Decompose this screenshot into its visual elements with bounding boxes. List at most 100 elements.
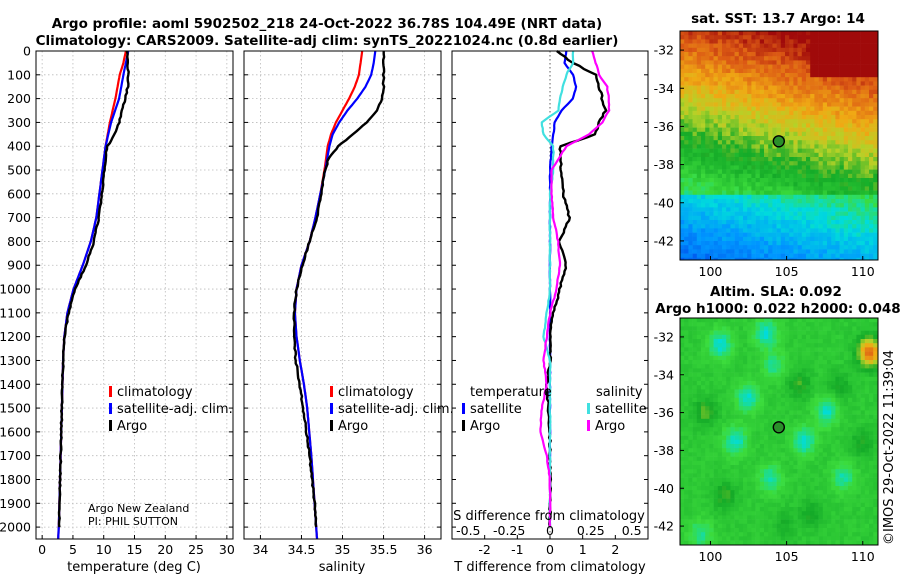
map-cell (692, 469, 698, 474)
map-cell (827, 318, 832, 323)
map-cell (780, 236, 786, 242)
map-cell (738, 207, 744, 212)
map-cell (789, 102, 794, 107)
map-cell (873, 148, 878, 154)
map-cell (705, 364, 710, 369)
map-cell (688, 326, 693, 331)
map-cell (726, 56, 731, 61)
map-cell (835, 469, 840, 474)
map-cell (688, 439, 693, 445)
legend-argo-label: Argo (338, 419, 368, 434)
map-cell (768, 477, 773, 483)
map-cell (806, 182, 811, 187)
map-cell (852, 343, 857, 348)
map-cell (860, 186, 866, 191)
map-cell (856, 52, 861, 57)
map-cell (738, 249, 744, 254)
map-cell (806, 165, 811, 170)
map-cell (717, 106, 723, 112)
map-cell (684, 456, 689, 462)
map-cell (730, 199, 735, 204)
map-cell (692, 393, 698, 399)
map-cell (768, 486, 773, 491)
map-cell (869, 372, 874, 378)
map-cell (801, 431, 807, 436)
map-cell (864, 35, 870, 40)
map-cell (814, 410, 819, 415)
map-cell (810, 199, 815, 204)
map-cell (709, 376, 714, 382)
map-cell (793, 334, 798, 340)
map-cell (869, 136, 874, 141)
map-cell (806, 64, 811, 70)
map-cell (743, 385, 748, 390)
map-cell (734, 452, 740, 457)
map-cell (701, 106, 706, 112)
map-cell (848, 203, 853, 208)
map-cell (835, 43, 840, 49)
map-cell (843, 486, 849, 491)
map-cell (789, 241, 794, 246)
map-cell (709, 389, 714, 394)
map-cell (705, 115, 710, 120)
map-cell (705, 77, 710, 82)
map-cell (713, 381, 719, 386)
map-cell (827, 364, 832, 369)
map-cell (839, 393, 845, 399)
map-cell (810, 343, 815, 348)
map-cell (827, 465, 832, 470)
map-cell (709, 423, 714, 428)
map-cell (772, 448, 777, 453)
map-cell (726, 355, 731, 361)
map-cell (843, 64, 849, 70)
map-cell (843, 144, 849, 149)
map-cell (688, 77, 693, 82)
map-cell (764, 106, 769, 112)
map-cell (873, 35, 878, 40)
map-cell (864, 110, 870, 116)
map-cell (864, 402, 870, 407)
map-cell (696, 444, 702, 449)
map-cell (852, 486, 857, 491)
map-cell (806, 203, 811, 208)
map-cell (814, 245, 819, 250)
map-cell (709, 253, 714, 259)
map-cell (822, 203, 828, 208)
map-cell (776, 469, 782, 474)
map-cell (822, 360, 828, 365)
map-cell (776, 131, 782, 137)
map-cell (722, 106, 727, 112)
map-cell (827, 148, 832, 154)
map-cell (743, 397, 748, 403)
map-cell (701, 339, 706, 344)
map-cell (860, 123, 866, 128)
map-cell (860, 465, 866, 470)
map-cell (764, 169, 769, 175)
map-cell (785, 220, 790, 225)
map-cell (801, 47, 807, 53)
map-cell (743, 68, 748, 74)
map-cell (801, 469, 807, 474)
map-cell (764, 376, 769, 382)
map-cell (843, 77, 849, 82)
map-cell (692, 199, 698, 204)
map-cell (814, 228, 819, 233)
map-cell (822, 241, 828, 246)
map-cell (780, 60, 786, 65)
map-cell (701, 43, 706, 49)
map-cell (789, 245, 794, 250)
map-cell (717, 448, 723, 453)
map-cell (789, 39, 794, 44)
map-cell (755, 351, 761, 357)
map-cell (780, 364, 786, 369)
map-cell (717, 89, 723, 95)
map-cell (843, 157, 849, 162)
map-cell (747, 494, 752, 499)
map-cell (722, 110, 727, 116)
map-cell (873, 136, 878, 141)
map-cell (692, 330, 698, 336)
map-cell (797, 35, 803, 40)
map-cell (843, 330, 849, 336)
map-cell (709, 207, 714, 212)
map-cell (751, 381, 756, 386)
